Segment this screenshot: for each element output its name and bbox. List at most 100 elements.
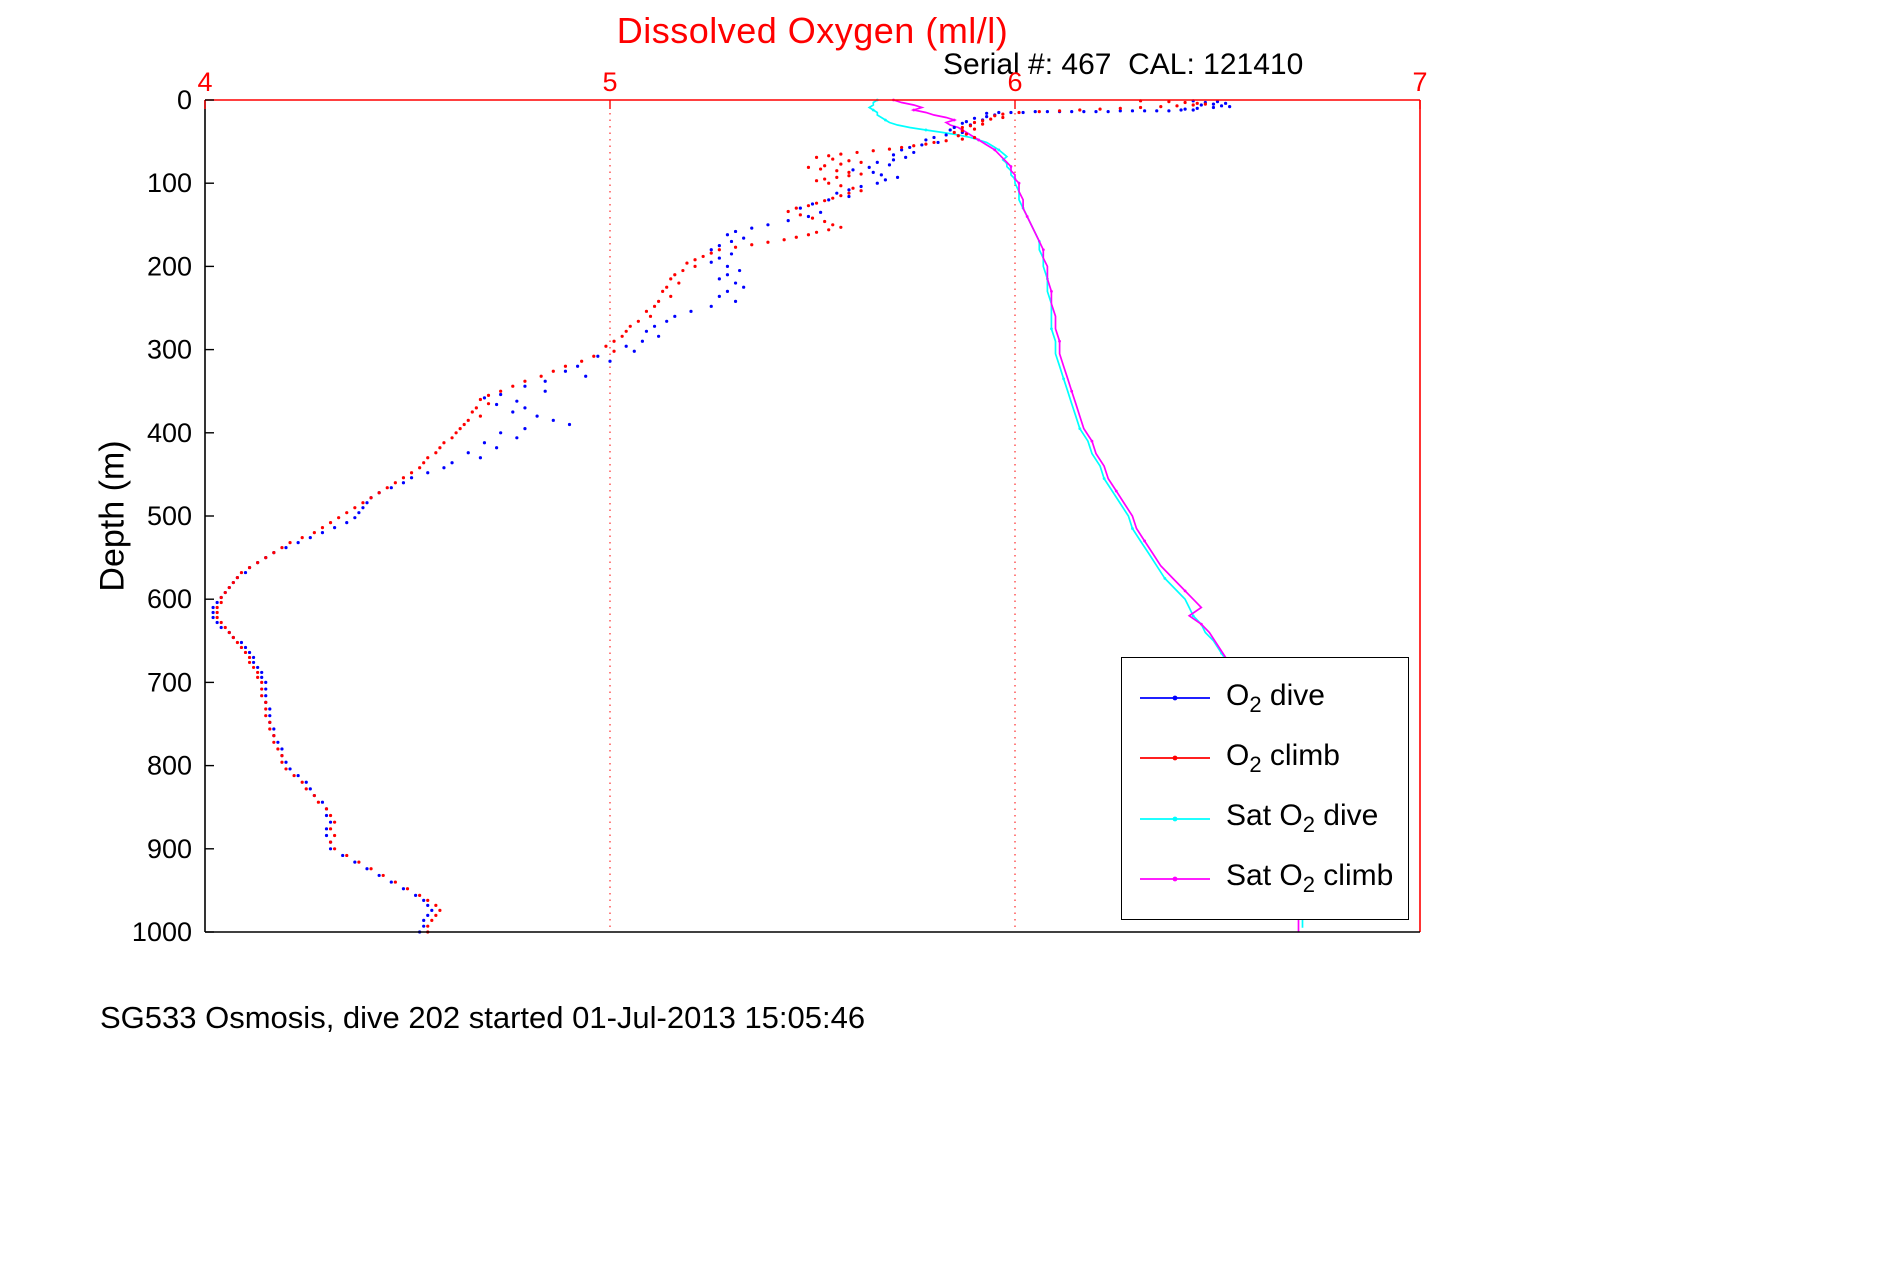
series-marker-o2-climb — [523, 379, 527, 383]
series-marker-o2-dive — [256, 665, 260, 670]
series-marker-o2-dive — [665, 319, 669, 323]
serial-cal-label: Serial #: 467 CAL: 121410 — [943, 48, 1304, 81]
series-marker-o2-dive — [640, 339, 645, 343]
series-marker-o2-dive — [280, 747, 284, 751]
series-marker-o2-climb — [300, 780, 304, 784]
series-marker-o2-climb — [280, 760, 284, 764]
series-marker-o2-climb — [243, 650, 248, 655]
series-marker-o2-dive — [345, 521, 349, 525]
series-marker-o2-dive — [243, 645, 248, 650]
series-marker-o2-dive — [252, 655, 256, 660]
series-marker-o2-dive — [596, 354, 600, 358]
series-marker-o2-climb — [235, 640, 239, 645]
series-marker-o2-climb — [652, 304, 657, 308]
series-marker-o2-climb — [405, 887, 410, 891]
series-marker-o2-dive — [1215, 100, 1220, 104]
series-marker-o2-dive — [644, 329, 649, 333]
series-marker-o2-dive — [264, 687, 268, 691]
series-marker-o2-dive — [960, 121, 964, 125]
series-marker-o2-climb — [693, 258, 697, 262]
series-marker-o2-dive — [717, 294, 721, 298]
series-marker-o2-climb — [288, 541, 292, 545]
series-marker-o2-climb — [972, 127, 977, 131]
series-marker-o2-climb — [912, 144, 916, 148]
series-line-sat-o2-climb — [893, 99, 1300, 932]
series-marker-o2-climb — [1001, 115, 1005, 120]
series-marker-o2-climb — [333, 847, 337, 851]
series-marker-o2-climb — [470, 410, 474, 414]
series-marker-o2-dive — [272, 727, 276, 731]
series-marker-o2-dive — [543, 389, 547, 393]
series-marker-sat-o2-dive — [1102, 477, 1106, 480]
series-marker-o2-dive — [1211, 105, 1216, 110]
series-marker-o2-climb — [972, 135, 977, 140]
series-marker-o2-dive — [304, 780, 308, 784]
series-marker-o2-climb — [563, 364, 568, 368]
series-marker-o2-climb — [657, 299, 661, 303]
series-marker-o2-climb — [1175, 104, 1179, 108]
series-marker-o2-climb — [677, 281, 681, 285]
series-marker-o2-climb — [219, 600, 223, 605]
series-marker-o2-climb — [839, 152, 843, 156]
series-marker-o2-climb — [835, 169, 839, 173]
y-tick-label-700: 700 — [147, 667, 192, 697]
y-tick-label-200: 200 — [147, 251, 192, 281]
series-marker-o2-climb — [960, 125, 964, 130]
series-marker-o2-dive — [296, 773, 300, 778]
series-marker-o2-dive — [819, 210, 823, 214]
series-marker-sat-o2-climb — [1050, 289, 1053, 293]
series-marker-o2-climb — [393, 880, 397, 884]
series-marker-o2-dive — [867, 165, 871, 169]
series-marker-sat-o2-climb — [1199, 622, 1203, 626]
series-marker-o2-climb — [231, 580, 235, 585]
y-tick-label-100: 100 — [147, 168, 192, 198]
series-marker-o2-dive — [1094, 110, 1098, 114]
series-marker-o2-dive — [900, 148, 904, 152]
series-marker-o2-climb — [823, 199, 827, 203]
series-marker-o2-climb — [422, 461, 426, 465]
series-marker-o2-climb — [823, 219, 827, 224]
series-marker-o2-climb — [223, 625, 227, 630]
series-marker-o2-dive — [879, 173, 883, 177]
series-marker-o2-climb — [839, 194, 843, 198]
series-marker-o2-climb — [235, 575, 239, 580]
series-marker-o2-dive — [401, 887, 406, 891]
series-marker-o2-climb — [620, 334, 624, 338]
series-marker-o2-dive — [268, 707, 272, 711]
series-marker-o2-climb — [1159, 105, 1163, 109]
series-marker-o2-climb — [1138, 105, 1143, 110]
legend-sample-sat-o2-dive — [1140, 816, 1210, 822]
series-marker-o2-dive — [810, 202, 815, 206]
series-marker-o2-dive — [523, 384, 527, 388]
series-marker-o2-dive — [341, 853, 345, 858]
series-marker-o2-climb — [669, 277, 673, 281]
series-marker-o2-dive — [357, 511, 361, 515]
series-marker-o2-dive — [1179, 108, 1183, 112]
series-marker-o2-dive — [1130, 109, 1135, 113]
series-marker-o2-climb — [361, 501, 365, 505]
series-marker-o2-climb — [1183, 100, 1187, 105]
series-marker-o2-dive — [252, 660, 256, 665]
series-marker-sat-o2-dive — [997, 148, 1001, 152]
legend: O2 dive O2 climb Sat O2 dive Sat O2 climb — [1121, 657, 1409, 920]
series-line-sat-o2-dive — [867, 99, 1304, 928]
series-marker-o2-climb — [1057, 109, 1062, 113]
series-marker-o2-climb — [486, 393, 491, 397]
series-marker-o2-climb — [831, 157, 835, 161]
series-marker-o2-dive — [523, 427, 527, 431]
series-marker-o2-climb — [260, 694, 264, 698]
series-marker-o2-climb — [247, 565, 252, 570]
series-marker-o2-dive — [563, 369, 568, 373]
series-marker-o2-dive — [972, 116, 977, 120]
series-marker-o2-climb — [636, 319, 640, 323]
y-tick-label-800: 800 — [147, 751, 192, 781]
series-marker-o2-climb — [827, 181, 831, 185]
series-marker-o2-dive — [535, 414, 539, 418]
series-marker-o2-dive — [733, 299, 738, 303]
series-marker-o2-climb — [1118, 106, 1122, 110]
series-marker-o2-dive — [211, 615, 215, 620]
series-marker-o2-climb — [592, 354, 596, 358]
series-marker-o2-climb — [219, 620, 223, 625]
series-marker-o2-climb — [810, 216, 815, 220]
